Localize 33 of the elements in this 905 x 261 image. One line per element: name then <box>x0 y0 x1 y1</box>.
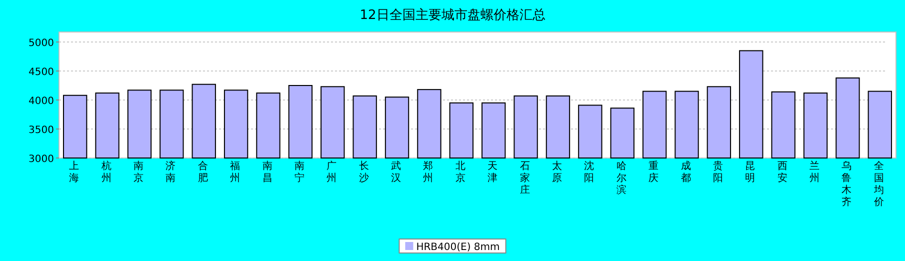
y-tick-label: 3000 <box>28 154 54 165</box>
y-tick-label: 4000 <box>28 96 54 107</box>
x-tick-label: 南京 <box>133 160 144 184</box>
x-tick-label: 昆明 <box>745 161 756 184</box>
x-tick-label: 南昌 <box>262 160 272 184</box>
x-tick-label: 重庆 <box>648 160 659 184</box>
x-tick-label: 上海 <box>69 160 80 184</box>
x-tick-label: 贵阳 <box>712 160 723 184</box>
x-tick-label: 济南 <box>166 160 176 184</box>
chart-title: 12日全国主要城市盘螺价格汇总 <box>360 7 546 23</box>
y-tick-label: 3500 <box>28 125 54 136</box>
x-tick-label: 长沙 <box>358 160 369 184</box>
x-tick-label: 西安 <box>777 161 788 184</box>
x-tick-label: 兰州 <box>810 160 820 184</box>
x-tick-label: 杭州 <box>100 160 112 184</box>
x-tick-label: 乌鲁木齐 <box>842 160 852 208</box>
x-tick-label: 合肥 <box>198 160 208 184</box>
legend-label: HRB400(E) 8mm <box>416 242 500 253</box>
x-tick-label: 武汉 <box>391 160 402 184</box>
y-tick-label: 4500 <box>28 67 54 78</box>
x-tick-label: 太原 <box>552 160 562 184</box>
x-tick-label: 郑州 <box>423 160 434 184</box>
y-tick-label: 5000 <box>28 38 54 49</box>
x-tick-label: 南宁 <box>294 160 304 184</box>
x-tick-label: 石家庄 <box>520 161 530 196</box>
x-tick-label: 北京 <box>455 160 466 184</box>
x-tick-label: 哈尔滨 <box>616 160 626 196</box>
x-tick-label: 广州 <box>326 160 337 184</box>
x-tick-label: 福州 <box>230 160 240 184</box>
x-tick-label: 成都 <box>680 160 691 184</box>
x-tick-label: 全国均价 <box>872 160 884 208</box>
x-tick-label: 天津 <box>488 161 498 184</box>
x-tick-label: 沈阳 <box>584 160 594 184</box>
